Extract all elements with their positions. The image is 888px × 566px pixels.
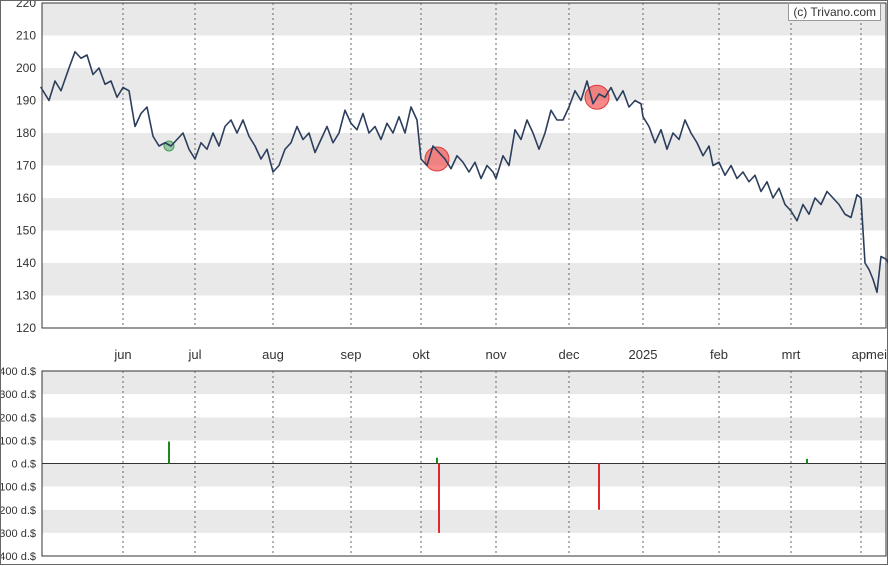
svg-text:210: 210	[16, 29, 36, 43]
svg-text:140: 140	[16, 256, 36, 270]
svg-text:130: 130	[16, 289, 36, 303]
svg-text:190: 190	[16, 94, 36, 108]
svg-text:2025: 2025	[629, 347, 658, 362]
chart-svg: 120 130 140 150 160 170 180 190 200 210 220 jun jul a…	[1, 1, 888, 566]
svg-text:-400 d.$: -400 d.$	[1, 551, 36, 563]
svg-text:220: 220	[16, 1, 36, 10]
svg-text:-300 d.$: -300 d.$	[1, 528, 36, 540]
svg-text:feb: feb	[710, 347, 728, 362]
svg-text:120: 120	[16, 321, 36, 335]
svg-text:dec: dec	[559, 347, 580, 362]
svg-text:200 d.$: 200 d.$	[1, 412, 36, 424]
copyright-label: (c) Trivano.com	[788, 3, 881, 21]
svg-text:-100 d.$: -100 d.$	[1, 482, 36, 494]
svg-text:180: 180	[16, 126, 36, 140]
svg-text:nov: nov	[486, 347, 507, 362]
svg-text:jun: jun	[113, 347, 131, 362]
svg-text:0 d.$: 0 d.$	[12, 459, 36, 471]
svg-text:200: 200	[16, 61, 36, 75]
svg-text:100 d.$: 100 d.$	[1, 435, 36, 447]
svg-text:300 d.$: 300 d.$	[1, 389, 36, 401]
svg-text:400 d.$: 400 d.$	[1, 366, 36, 378]
svg-text:jul: jul	[187, 347, 201, 362]
svg-text:160: 160	[16, 191, 36, 205]
svg-text:150: 150	[16, 224, 36, 238]
svg-text:aug: aug	[262, 347, 284, 362]
chart-container: (c) Trivano.com 120 130 140 150 160 170 180 190…	[0, 0, 888, 565]
svg-text:mei: mei	[866, 347, 887, 362]
svg-text:mrt: mrt	[782, 347, 801, 362]
svg-text:sep: sep	[341, 347, 362, 362]
svg-text:-200 d.$: -200 d.$	[1, 505, 36, 517]
svg-text:okt: okt	[412, 347, 430, 362]
svg-text:170: 170	[16, 159, 36, 173]
